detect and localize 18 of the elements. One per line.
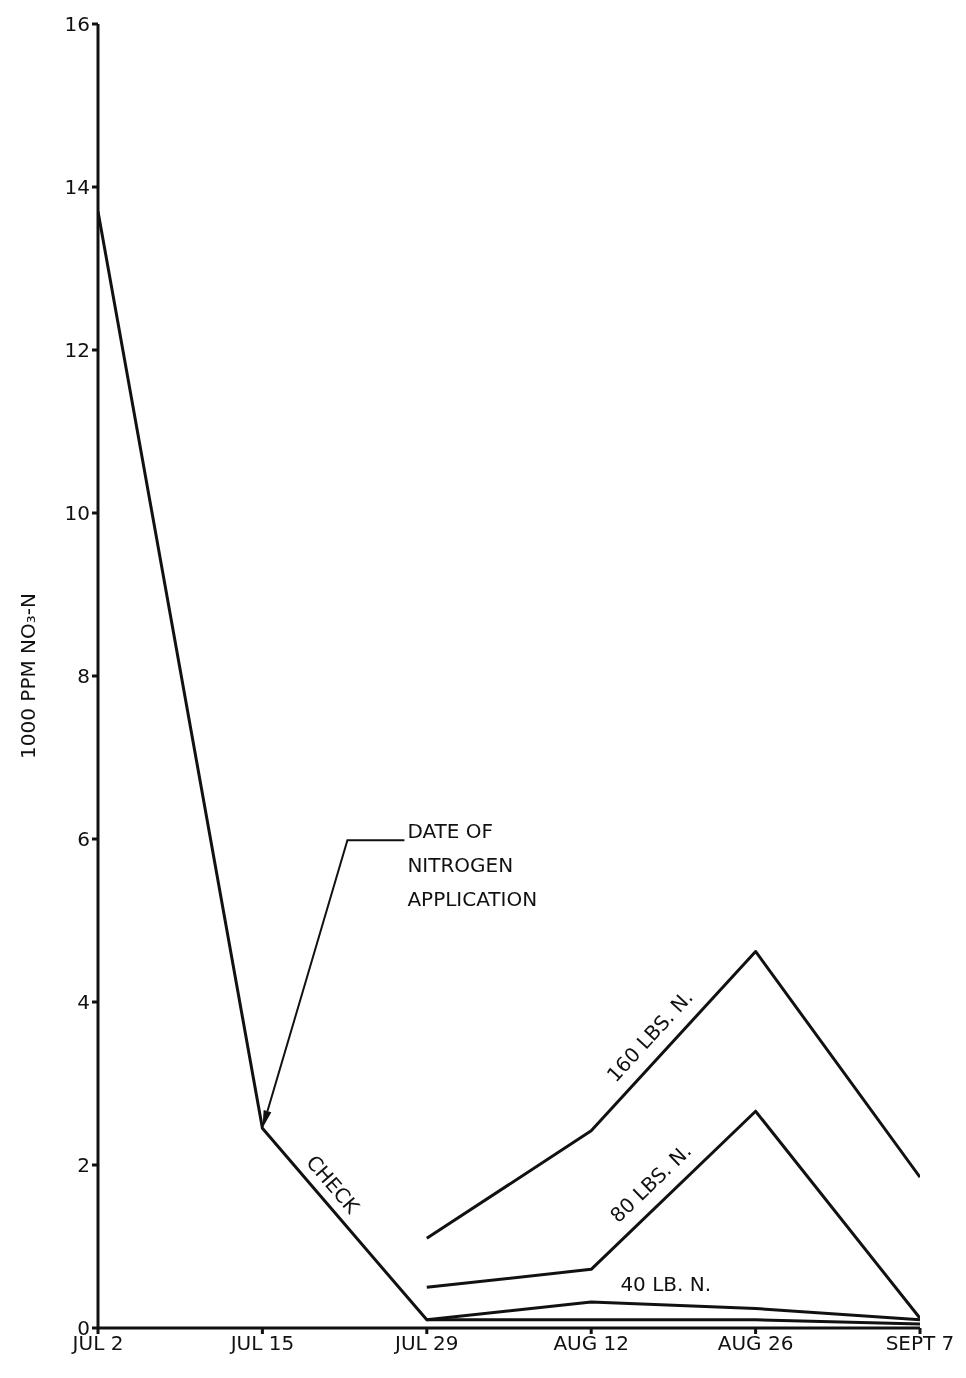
x-tick-label: AUG 12 [553,1331,630,1356]
y-tick-label: 12 [64,338,90,363]
y-tick-label: 8 [77,664,90,689]
y-tick-label: 14 [64,175,90,200]
y-tick-label: 2 [77,1153,90,1178]
y-tick-label: 4 [77,990,90,1015]
annotation: DATE OF NITROGEN APPLICATION [407,819,538,912]
series-label: 40 LB. N. [620,1271,712,1296]
x-tick-label: AUG 26 [717,1331,794,1356]
y-tick-label: 10 [64,501,90,526]
x-tick-label: SEPT 7 [885,1331,955,1356]
x-tick-label: JUL 15 [228,1331,295,1356]
y-tick-label: 6 [77,827,90,852]
text: 160 LBS. N. [601,985,698,1087]
x-tick-label: JUL 29 [393,1331,459,1356]
y-axis-title: 1000 PPM NO₃-N [16,593,41,759]
y-tick-label: 16 [64,12,90,37]
text: 80 LBS. N. [605,1138,697,1228]
